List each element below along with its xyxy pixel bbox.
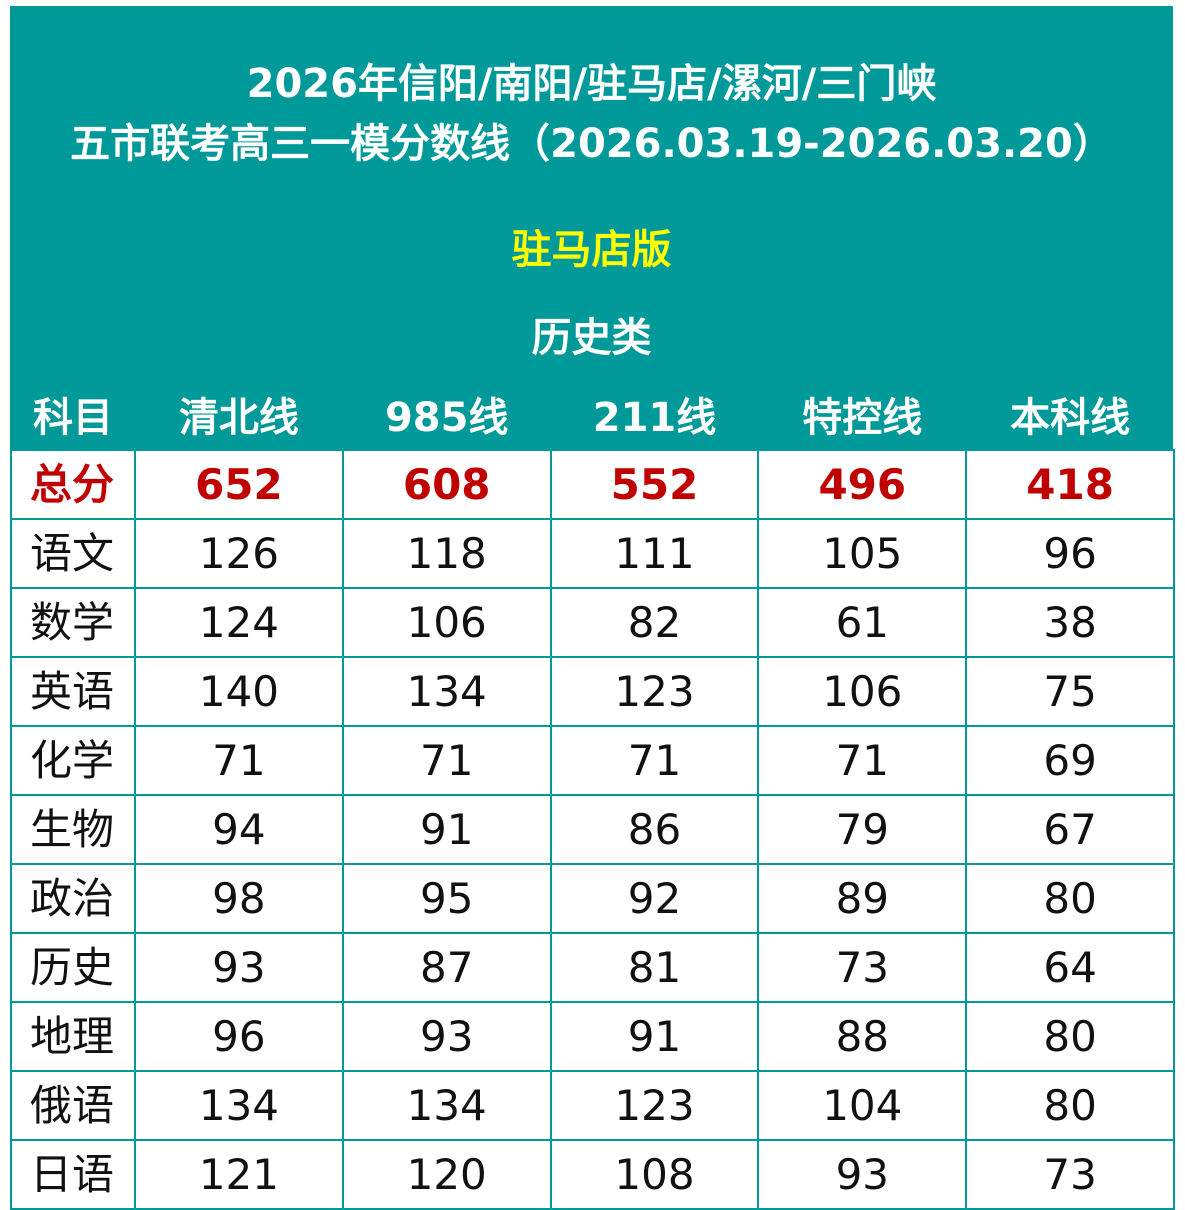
subject-cell: 数学 xyxy=(10,587,136,658)
score-cell: 81 xyxy=(549,932,760,1003)
score-cell: 106 xyxy=(341,587,552,658)
table-row: 日语 121 120 108 93 73 xyxy=(10,1139,1175,1210)
total-value: 608 xyxy=(341,449,552,520)
score-cell: 94 xyxy=(134,794,344,865)
score-cell: 134 xyxy=(134,1070,344,1141)
score-cell: 93 xyxy=(757,1139,968,1210)
score-cell: 86 xyxy=(549,794,760,865)
score-cell: 64 xyxy=(965,932,1175,1003)
subject-cell: 语文 xyxy=(10,518,136,589)
title-line-2: 五市联考高三一模分数线（2026.03.19-2026.03.20） xyxy=(70,121,1113,167)
subject-cell: 地理 xyxy=(10,1001,136,1072)
score-cell: 134 xyxy=(341,1070,552,1141)
score-cell: 98 xyxy=(134,863,344,934)
score-cell: 126 xyxy=(134,518,344,589)
score-cell: 134 xyxy=(341,656,552,727)
total-score-row: 总分 652 608 552 496 418 xyxy=(10,449,1175,520)
subject-cell: 俄语 xyxy=(10,1070,136,1141)
score-cell: 71 xyxy=(134,725,344,796)
score-cell: 80 xyxy=(965,1001,1175,1072)
table-row: 语文 126 118 111 105 96 xyxy=(10,518,1175,589)
score-cell: 80 xyxy=(965,1070,1175,1141)
score-cell: 96 xyxy=(134,1001,344,1072)
subject-cell: 化学 xyxy=(10,725,136,796)
score-cell: 123 xyxy=(549,656,760,727)
score-cell: 91 xyxy=(549,1001,760,1072)
score-cell: 71 xyxy=(757,725,968,796)
total-value: 652 xyxy=(134,449,344,520)
score-table: 科目 清北线 985线 211线 特控线 本科线 总分 652 608 552 … xyxy=(10,387,1175,1210)
score-cell: 121 xyxy=(134,1139,344,1210)
total-value: 418 xyxy=(965,449,1175,520)
subject-cell: 历史 xyxy=(10,932,136,1003)
edition-label: 驻马店版 xyxy=(511,227,672,273)
column-header-211: 211线 xyxy=(592,395,717,441)
title-line-1: 2026年信阳/南阳/驻马店/漯河/三门峡 xyxy=(246,61,937,107)
score-cell: 61 xyxy=(757,587,968,658)
score-cell: 105 xyxy=(757,518,968,589)
table-row: 政治 98 95 92 89 80 xyxy=(10,863,1175,934)
total-value: 552 xyxy=(549,449,760,520)
score-cell: 120 xyxy=(341,1139,552,1210)
score-cell: 79 xyxy=(757,794,968,865)
subject-cell: 日语 xyxy=(10,1139,136,1210)
score-cell: 38 xyxy=(965,587,1175,658)
score-cell: 88 xyxy=(757,1001,968,1072)
score-cell: 75 xyxy=(965,656,1175,727)
score-cell: 123 xyxy=(549,1070,760,1141)
total-label: 总分 xyxy=(10,449,136,520)
score-cell: 80 xyxy=(965,863,1175,934)
score-cell: 73 xyxy=(965,1139,1175,1210)
score-cell: 124 xyxy=(134,587,344,658)
score-cell: 104 xyxy=(757,1070,968,1141)
score-cell: 106 xyxy=(757,656,968,727)
score-cell: 67 xyxy=(965,794,1175,865)
column-header-subject: 科目 xyxy=(33,395,113,441)
table-row: 数学 124 106 82 61 38 xyxy=(10,587,1175,658)
score-cell: 96 xyxy=(965,518,1175,589)
score-cell: 93 xyxy=(341,1001,552,1072)
table-row: 俄语 134 134 123 104 80 xyxy=(10,1070,1175,1141)
subject-cell: 英语 xyxy=(10,656,136,727)
table-row: 化学 71 71 71 71 69 xyxy=(10,725,1175,796)
table-header-row: 科目 清北线 985线 211线 特控线 本科线 xyxy=(11,387,1174,450)
column-header-985: 985线 xyxy=(384,395,509,441)
table-row: 英语 140 134 123 106 75 xyxy=(10,656,1175,727)
score-cell: 71 xyxy=(341,725,552,796)
category-label: 历史类 xyxy=(531,315,652,361)
column-header-tekong: 特控线 xyxy=(802,395,923,441)
score-cell: 118 xyxy=(341,518,552,589)
score-cell: 69 xyxy=(965,725,1175,796)
score-cell: 111 xyxy=(549,518,760,589)
score-cell: 73 xyxy=(757,932,968,1003)
header-banner: 2026年信阳/南阳/驻马店/漯河/三门峡 五市联考高三一模分数线（2026.0… xyxy=(10,6,1173,449)
column-header-qingbei: 清北线 xyxy=(178,395,299,441)
score-cell: 89 xyxy=(757,863,968,934)
table-row: 历史 93 87 81 73 64 xyxy=(10,932,1175,1003)
subject-cell: 政治 xyxy=(10,863,136,934)
table-row: 地理 96 93 91 88 80 xyxy=(10,1001,1175,1072)
score-cell: 140 xyxy=(134,656,344,727)
score-cell: 108 xyxy=(549,1139,760,1210)
score-sheet: 2026年信阳/南阳/驻马店/漯河/三门峡 五市联考高三一模分数线（2026.0… xyxy=(10,6,1175,1210)
score-cell: 93 xyxy=(134,932,344,1003)
score-cell: 91 xyxy=(341,794,552,865)
column-header-benke: 本科线 xyxy=(1010,395,1131,441)
score-cell: 95 xyxy=(341,863,552,934)
score-cell: 87 xyxy=(341,932,552,1003)
score-cell: 92 xyxy=(549,863,760,934)
table-row: 生物 94 91 86 79 67 xyxy=(10,794,1175,865)
score-cell: 82 xyxy=(549,587,760,658)
subject-cell: 生物 xyxy=(10,794,136,865)
total-value: 496 xyxy=(757,449,968,520)
score-cell: 71 xyxy=(549,725,760,796)
